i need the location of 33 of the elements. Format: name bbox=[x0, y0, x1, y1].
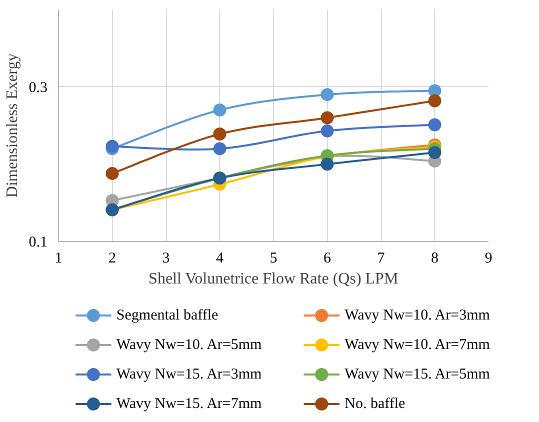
x-tick-label: 6 bbox=[324, 250, 332, 266]
point bbox=[106, 140, 119, 153]
x-tick-label: 4 bbox=[216, 250, 224, 266]
legend-label: Wavy Nw=10. Ar=5mm bbox=[116, 337, 262, 353]
x-tick-label: 2 bbox=[108, 250, 116, 266]
point bbox=[213, 104, 226, 117]
y-tick-label: 0.3 bbox=[28, 80, 48, 96]
point bbox=[320, 111, 334, 124]
point bbox=[106, 166, 119, 180]
y-axis-title: Dimensionless Exergy bbox=[4, 53, 21, 198]
x-axis-title: Shell Volunetrice Flow Rate (Qs) LPM bbox=[148, 270, 398, 288]
legend-label: Wavy Nw=15. Ar=7mm bbox=[116, 396, 262, 412]
legend-label: Wavy Nw=15. Ar=3mm bbox=[116, 366, 262, 382]
legend-label: No. baffle bbox=[344, 396, 406, 412]
legend-label: Wavy Nw=10. Ar=7mm bbox=[344, 337, 490, 353]
x-tick-label: 5 bbox=[270, 250, 278, 266]
x-tick-label: 9 bbox=[484, 250, 492, 266]
point bbox=[428, 146, 442, 160]
point bbox=[428, 118, 442, 132]
x-tick-label: 7 bbox=[377, 250, 386, 266]
x-tick-label: 8 bbox=[431, 250, 438, 266]
point bbox=[213, 142, 226, 156]
x-tick-label: 3 bbox=[162, 250, 170, 266]
point bbox=[428, 94, 442, 108]
y-tick-label: 0.1 bbox=[28, 234, 48, 250]
legend-label: Segmental baffle bbox=[116, 308, 219, 324]
point bbox=[320, 124, 334, 138]
point bbox=[213, 128, 226, 140]
point bbox=[320, 158, 334, 171]
legend-label: Wavy Nw=10. Ar=3mm bbox=[344, 308, 490, 324]
point bbox=[320, 88, 334, 102]
x-tick-label: 1 bbox=[54, 250, 62, 266]
legend-label: Wavy Nw=15. Ar=5mm bbox=[344, 366, 490, 382]
